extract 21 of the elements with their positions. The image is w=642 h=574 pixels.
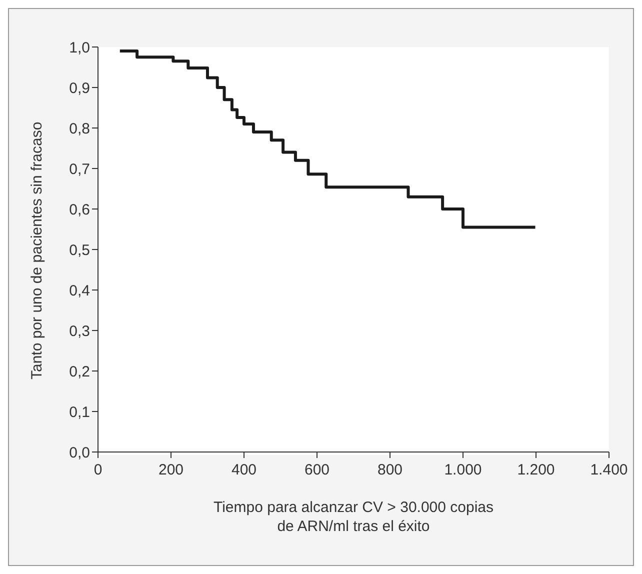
x-tick-label: 1.400: [590, 462, 628, 479]
y-tick-label: 0,6: [69, 201, 90, 218]
x-tick-label: 1.000: [444, 462, 482, 479]
y-tick-label: 1,0: [69, 39, 90, 56]
y-tick-label: 0,7: [69, 160, 90, 178]
x-tick-label: 600: [304, 462, 330, 479]
x-tick-label: 0: [94, 462, 102, 479]
x-tick-label: 200: [158, 462, 184, 479]
y-tick-label: 0,2: [69, 363, 90, 380]
y-tick-label: 0,1: [69, 404, 90, 421]
y-tick-label: 0,0: [69, 444, 90, 462]
x-tick-label: 800: [377, 462, 403, 479]
y-tick-label: 0,3: [69, 322, 90, 340]
x-tick-label: 400: [231, 462, 257, 479]
y-tick-label: 0,8: [69, 120, 90, 138]
y-axis-title: Tanto por uno de pacientes sin fracaso: [28, 122, 46, 380]
x-axis-title: Tiempo para alcanzar CV > 30.000 copias de ARN/ml tras el éxito: [213, 499, 494, 535]
x-tick-label: 1.200: [517, 462, 555, 479]
y-tick-label: 0,5: [69, 242, 90, 259]
y-tick-label: 0,4: [69, 282, 90, 300]
y-tick-label: 0,9: [69, 80, 90, 97]
